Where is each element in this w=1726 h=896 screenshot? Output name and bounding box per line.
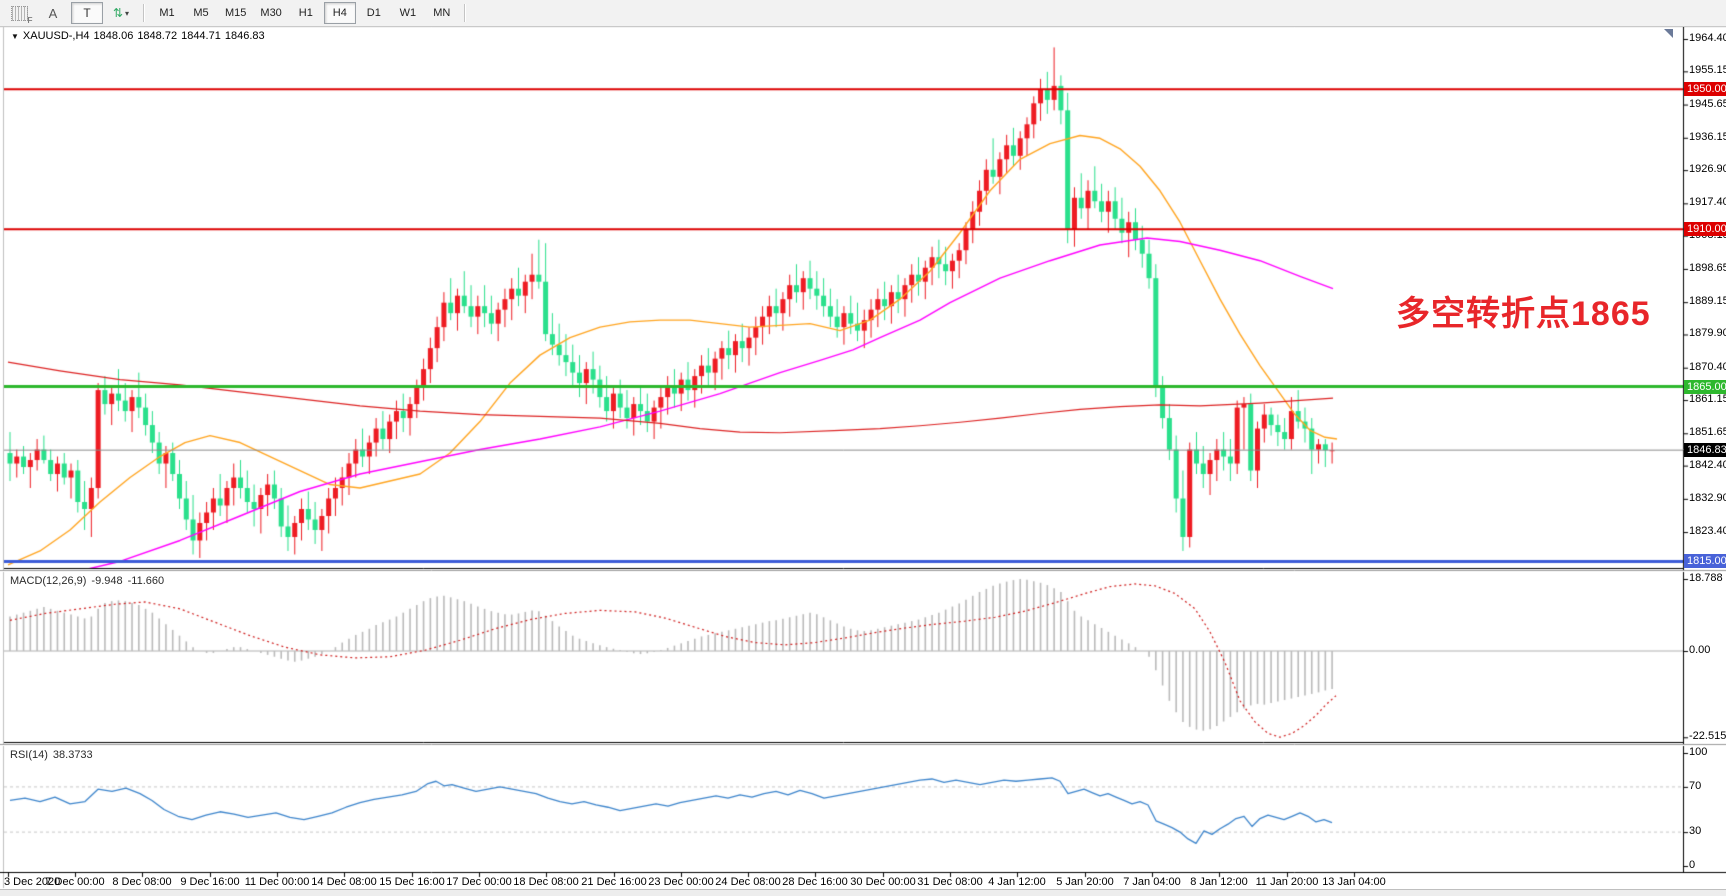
grid-f-icon: F [10,5,33,25]
low-value: 1844.71 [181,30,221,42]
price-axis-label: 1879.90 [1689,327,1726,339]
time-axis-label: 30 Dec 00:00 [850,876,916,888]
tf-mn-button[interactable]: MN [433,7,451,19]
tf-m15-button[interactable]: M15 [225,7,247,19]
time-axis-label: 11 Dec 00:00 [244,876,310,888]
scroll-to-end-marker[interactable] [1664,29,1673,38]
tf-m5-button[interactable]: M5 [193,7,209,19]
tf-h4-button[interactable]: H4 [323,2,356,24]
toolbar-separator-2 [463,4,466,22]
rsi-axis-label: 30 [1689,825,1702,837]
rsi-axis-label: 70 [1689,780,1702,792]
price-axis-label: 1926.90 [1689,163,1726,175]
text-annotation-button[interactable]: A [48,5,58,21]
rsi-axis-label: 0 [1689,859,1696,871]
price-axis-label: 1832.90 [1689,492,1726,504]
horizontal-scroll-strip[interactable] [0,889,1726,896]
rsi-name: RSI(14) [10,749,48,761]
chart-title: ▼ XAUUSD-,H4 1848.06 1848.72 1844.71 1846.83 [11,30,269,42]
price-axis-label: 1861.15 [1689,393,1726,405]
time-axis-label: 5 Jan 20:00 [1056,876,1114,888]
tf-d1-button[interactable]: D1 [366,7,381,19]
time-axis-label: 7 Jan 04:00 [1123,876,1181,888]
toolbar-separator [143,4,145,22]
macd-axis-label: 18.788 [1689,572,1723,584]
time-axis-label: 15 Dec 16:00 [379,876,445,888]
arrows-icon: ⇅ [112,6,124,20]
price-axis-label: 1936.15 [1689,131,1726,143]
macd-window-label: MACD(12,26,9) -9.948 -11.660 [10,575,169,587]
time-axis-label: 14 Dec 08:00 [311,876,377,888]
price-tag: 1910.00 [1684,222,1726,236]
time-axis-label: 13 Jan 04:00 [1322,876,1386,888]
time-axis-label: 18 Dec 08:00 [513,876,579,888]
macd-signal-value: -11.660 [127,575,165,587]
timeframe-group: M1 M5 M15 M30 H1 H4 D1 W1 MN [150,2,459,24]
macd-axis-label: -22.515 [1689,730,1726,742]
price-axis-label: 1870.40 [1689,361,1726,373]
price-axis-label: 1851.65 [1689,426,1726,438]
symbol-period: XAUUSD-,H4 [22,30,90,42]
rsi-value: 38.3733 [52,749,93,761]
price-axis-label: 1945.65 [1689,98,1726,110]
period-separator-button[interactable]: F [3,2,35,25]
time-axis-label: 24 Dec 08:00 [715,876,781,888]
macd-name: MACD(12,26,9) [10,575,87,587]
price-axis-label: 1842.40 [1689,459,1726,471]
symbol-dropdown-icon[interactable]: ▼ [11,32,19,41]
time-axis-label: 8 Jan 12:00 [1190,876,1248,888]
tf-m1-button[interactable]: M1 [159,7,175,19]
rsi-window-label: RSI(14) 38.3733 [10,749,98,761]
time-axis-label: 8 Dec 08:00 [112,876,172,888]
price-axis-label: 1955.15 [1689,64,1726,76]
time-axis-label: 23 Dec 00:00 [648,876,714,888]
time-axis-label: 21 Dec 16:00 [581,876,647,888]
price-axis-label: 1898.65 [1689,262,1726,274]
price-axis-label: 1964.40 [1689,32,1726,44]
close-value: 1846.83 [224,30,265,42]
tf-m30-button[interactable]: M30 [260,7,282,19]
price-tag: 1815.00 [1684,554,1726,568]
rsi-axis-label: 100 [1689,746,1708,758]
price-axis-label: 1823.40 [1689,525,1726,537]
price-axis-label: 1889.15 [1689,295,1726,307]
time-axis-label: 11 Jan 20:00 [1255,876,1319,888]
arrows-tool-button[interactable]: ⇅ ▾ [105,2,137,24]
time-axis-label: 9 Dec 16:00 [180,876,240,888]
price-tag: 1846.83 [1684,443,1726,457]
toolbar: F A T ⇅ ▾ M1 M5 M15 M30 H1 H4 D1 W1 MN [0,0,1726,27]
chevron-down-icon: ▾ [125,8,130,18]
time-axis-label: 17 Dec 00:00 [446,876,512,888]
chart-annotation-text: 多空转折点1865 [1396,295,1651,333]
tf-w1-button[interactable]: W1 [399,7,417,19]
price-tag: 1950.00 [1684,82,1726,96]
time-axis-label: 28 Dec 16:00 [782,876,848,888]
time-axis-label: 3 Dec 2020 [4,876,61,888]
price-tag: 1865.00 [1684,380,1726,394]
time-axis-label: 31 Dec 08:00 [917,876,983,888]
high-value: 1848.72 [137,30,178,42]
time-axis-label: 7 Dec 00:00 [45,876,105,888]
macd-axis-label: 0.00 [1689,644,1711,656]
time-axis-label: 4 Jan 12:00 [988,876,1046,888]
text-label-button[interactable]: T [71,2,103,24]
macd-main-value: -9.948 [91,575,123,587]
open-value: 1848.06 [93,30,134,42]
tf-h1-button[interactable]: H1 [298,7,313,19]
price-axis-label: 1917.40 [1689,196,1726,208]
